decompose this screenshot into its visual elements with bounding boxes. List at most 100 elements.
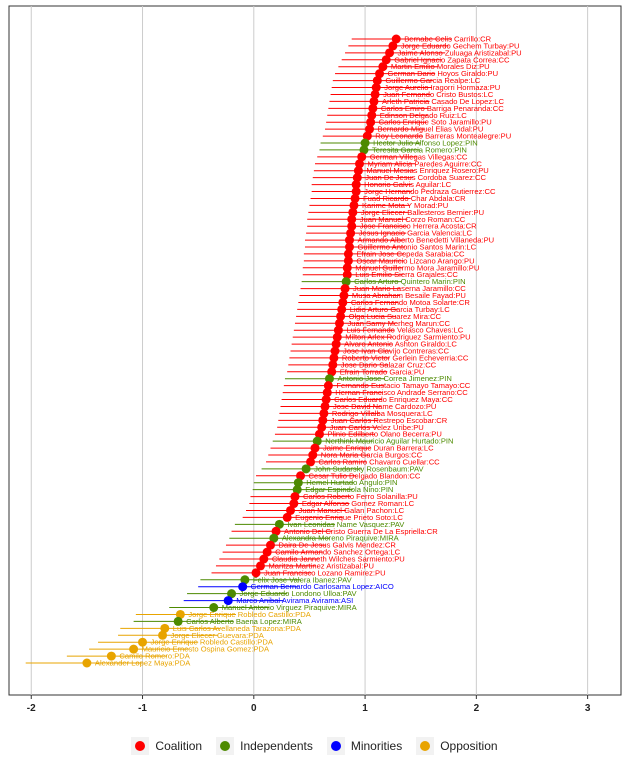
data-point xyxy=(347,214,357,224)
legend-item-coalition: Coalition xyxy=(131,737,202,755)
data-point xyxy=(330,346,340,356)
data-point xyxy=(334,318,344,328)
data-point xyxy=(286,505,296,515)
data-point xyxy=(158,630,168,640)
point-label: Juan Manuel Corzo Roman:CC xyxy=(360,215,466,224)
point-label: Antonio Jose Correa Jimenez:PIN xyxy=(337,374,451,383)
point-label: Mauricio Ernesto Ospina Gomez:PDA xyxy=(142,645,270,654)
point-label: Manuel Antonio Virguez Piraquive:MIRA xyxy=(222,603,358,612)
data-point xyxy=(352,173,362,183)
point-label: Olga Lucia Suarez Mira:CC xyxy=(349,312,442,321)
data-point xyxy=(337,304,347,314)
data-point xyxy=(329,353,339,363)
point-label: Honorio Galvis Aguilar:LC xyxy=(364,180,451,189)
data-point xyxy=(341,277,351,287)
point-label: German Bernardo Carlosama Lopez:AICO xyxy=(251,582,394,591)
data-point xyxy=(265,540,275,550)
data-point xyxy=(338,297,348,307)
data-point xyxy=(282,512,292,522)
data-point xyxy=(370,89,380,99)
data-point xyxy=(175,609,185,619)
point-label: Jorge Enrique Robledo Castillo:PDA xyxy=(188,610,311,619)
point-label: Alexander Lopez Maya:PDA xyxy=(95,659,191,668)
legend-dot-icon xyxy=(420,741,431,751)
legend-label: Opposition xyxy=(440,739,498,753)
data-point xyxy=(82,658,92,668)
point-label: Oscar Mauricio Lizcano Arango:PU xyxy=(356,256,474,265)
point-label: German Dario Hoyos Giraldo:PU xyxy=(388,69,499,78)
data-point xyxy=(227,589,237,599)
point-label: Alvaro Antonio Ashton Giraldo:LC xyxy=(344,340,457,349)
x-axis: -2 -1 0 1 2 3 xyxy=(27,695,591,714)
point-label: Gabriel Ignacio Zapata Correa:CC xyxy=(394,55,510,64)
data-point xyxy=(343,249,353,259)
point-label: Bernardo Miguel Elias Vidal:PU xyxy=(378,125,484,134)
point-label: Fuad Ricardo Char Abdala:CR xyxy=(363,194,466,203)
point-label: Fernando Eustacio Tamayo Tamayo:CC xyxy=(336,381,470,390)
point-label: Musa Abraham Besaile Fayad:PU xyxy=(352,291,466,300)
point-label: Daira De Jesus Galvis Mendez:CR xyxy=(278,541,396,550)
point-label: Felix Jose Valera Ibanez:PAV xyxy=(253,575,353,584)
data-point xyxy=(262,547,272,557)
data-point xyxy=(381,55,391,65)
data-point xyxy=(106,651,116,661)
data-point xyxy=(346,228,356,238)
data-point xyxy=(138,637,148,647)
data-point xyxy=(331,339,341,349)
point-label: Jorge Eliecer Ballesteros Bernier:PU xyxy=(361,208,484,217)
data-point xyxy=(296,471,306,481)
error-bars xyxy=(25,38,452,664)
data-point xyxy=(314,429,324,439)
data-point xyxy=(362,131,372,141)
data-point xyxy=(351,180,361,190)
data-point xyxy=(342,263,352,273)
point-label: Edgar Espindola Nino:PIN xyxy=(305,485,393,494)
data-point xyxy=(259,554,269,564)
point-label: Maritza Martinez Aristizabal:PU xyxy=(268,561,374,570)
data-point xyxy=(369,96,379,106)
data-point xyxy=(255,561,265,571)
data-point xyxy=(367,110,377,120)
data-point xyxy=(308,450,318,460)
point-label: Camilo Romero:PDA xyxy=(119,652,190,661)
data-point xyxy=(209,603,219,613)
x-tick-label: 2 xyxy=(474,703,480,714)
data-point xyxy=(371,83,381,93)
data-point xyxy=(365,124,375,134)
data-point xyxy=(240,575,250,585)
data-point xyxy=(368,103,378,113)
point-label: Hernan Francisco Andrade Serrano:CC xyxy=(335,388,468,397)
point-label: German Villegas Villegas:CC xyxy=(370,152,468,161)
point-label: Milton Arlex Rodriguez Sarmiento:PU xyxy=(345,333,470,342)
point-label: Juan Manuel Galan Pachon:LC xyxy=(299,506,405,515)
point-label: Ivan Leonidas Name Vasquez:PAV xyxy=(287,520,405,529)
point-label: Efrain Torrado Garcia:PU xyxy=(340,367,425,376)
point-label: Manuel Guillermo Mora Jaramillo:PU xyxy=(355,263,479,272)
data-point xyxy=(332,332,342,342)
data-point xyxy=(269,533,279,543)
legend-label: Minorities xyxy=(350,739,403,753)
point-label: Jose Dario Salazar Cruz:CC xyxy=(341,360,437,369)
x-tick-label: 0 xyxy=(251,703,257,714)
data-point xyxy=(319,408,329,418)
point-label: Edinson Delgado Ruiz:LC xyxy=(380,111,467,120)
point-label: Arleth Patricia Casado De Lopez:LC xyxy=(382,97,505,106)
legend-dot-icon xyxy=(135,741,146,751)
legend-label: Independents xyxy=(240,739,313,753)
point-label: Juan Samy Merheg Marun:CC xyxy=(347,319,450,328)
point-label: Hector Julio Alfonso Lopez:PIN xyxy=(373,139,478,148)
data-point xyxy=(344,235,354,245)
point-label: Carlos Ramiro Chavarro Cuellar:CC xyxy=(319,457,441,466)
point-label: Efrain Jose Cepeda Sarabia:CC xyxy=(356,249,465,258)
point-label: Carlos Roberto Ferro Solanilla:PU xyxy=(303,492,418,501)
point-label: Alexandra Moreno Piraquive:MIRA xyxy=(282,534,400,543)
legend-dot-icon xyxy=(330,741,341,751)
data-point xyxy=(129,644,139,654)
data-point xyxy=(350,193,360,203)
point-label: Jorge Aurelio Iragorri Hormaza:PU xyxy=(384,83,500,92)
point-label: Jorge Hernando Pedraza Gutierrez:CC xyxy=(364,187,496,196)
point-label: Jose David Name Cardozo:PU xyxy=(333,402,436,411)
data-point xyxy=(320,401,330,411)
data-point xyxy=(355,159,365,169)
